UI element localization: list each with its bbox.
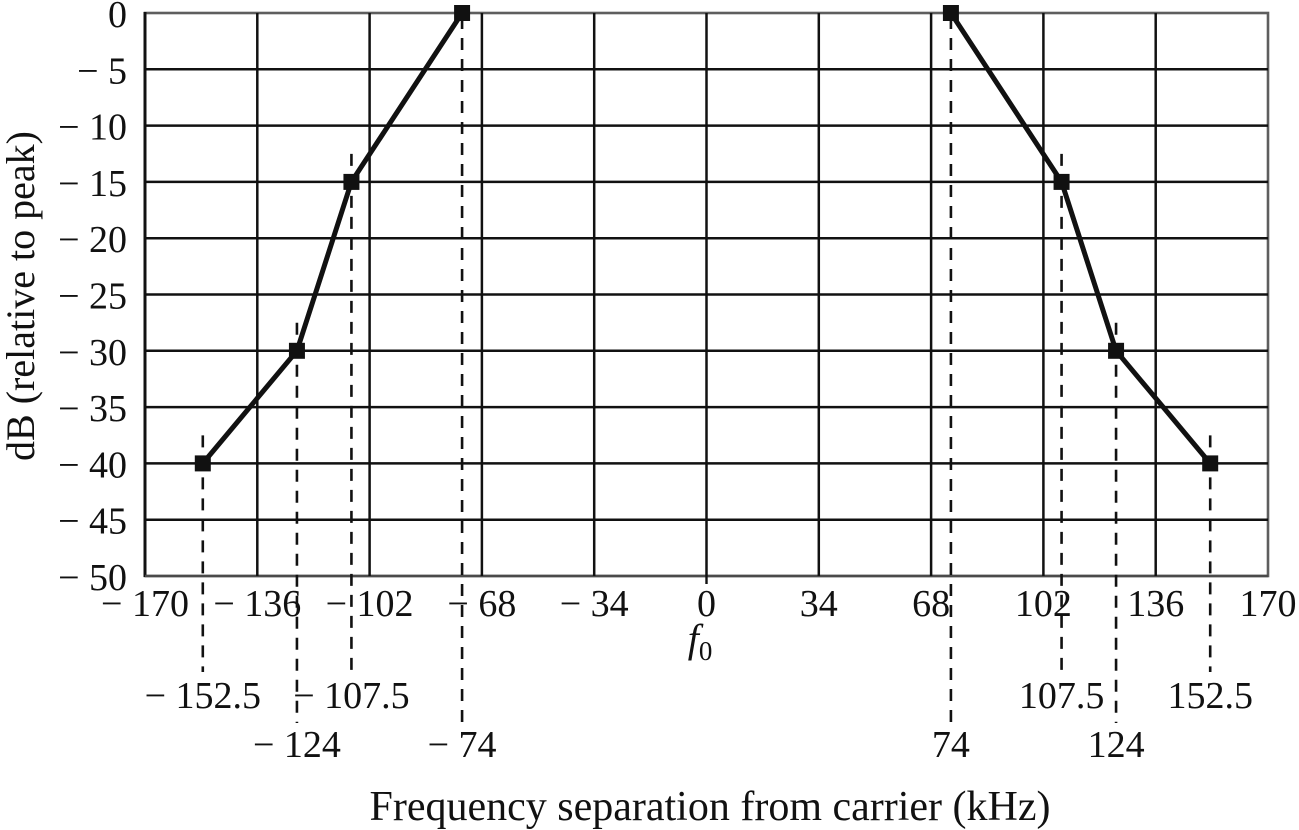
y-tick-label: − 25	[58, 276, 127, 318]
data-point-marker	[1202, 455, 1219, 472]
annotation-label: − 152.5	[145, 675, 261, 717]
annotation-dash-layer	[201, 17, 1212, 723]
x-tick-label: 0	[697, 583, 716, 625]
x-tick-label: − 102	[326, 583, 414, 625]
data-point-marker	[343, 173, 360, 190]
y-tick-label: − 30	[58, 332, 127, 374]
annotation-label: 124	[1088, 724, 1145, 766]
lower-sideband-mask-curve	[200, 11, 465, 466]
annotation-label: 152.5	[1167, 675, 1253, 717]
x-tick-label: − 170	[101, 583, 189, 625]
y-tick-label: − 35	[58, 388, 127, 430]
y-axis-title: dB (relative to peak)	[0, 131, 43, 461]
y-tick-label: − 15	[58, 163, 127, 205]
data-point-marker	[454, 5, 471, 21]
annotation-label: 74	[932, 724, 970, 766]
annotation-label: − 107.5	[293, 675, 409, 717]
data-point-marker	[942, 5, 959, 21]
upper-sideband-mask-curve	[948, 11, 1213, 466]
annotation-label: − 124	[253, 724, 341, 766]
data-point-marker	[194, 455, 211, 472]
y-tick-label: − 5	[77, 50, 127, 92]
x-tick-label: 170	[1240, 583, 1297, 625]
series-layer	[194, 5, 1219, 472]
x-tick-label: 34	[800, 583, 838, 625]
x-tick-label: 68	[912, 583, 950, 625]
data-point-marker	[288, 342, 305, 359]
x-tick-label: 102	[1015, 583, 1072, 625]
y-tick-label: − 50	[58, 557, 127, 599]
y-tick-label: 0	[108, 0, 127, 36]
grid-layer	[143, 11, 1270, 584]
annotation-label: − 74	[428, 724, 497, 766]
x-tick-label: − 34	[560, 583, 629, 625]
x-tick-label: 136	[1127, 583, 1184, 625]
y-tick-label: − 10	[58, 107, 127, 149]
annotation-label: 107.5	[1019, 675, 1105, 717]
y-tick-label: − 40	[58, 444, 127, 486]
x-axis-title: Frequency separation from carrier (kHz)	[369, 784, 1050, 830]
data-point-marker	[1108, 342, 1125, 359]
y-tick-label: − 45	[58, 501, 127, 543]
carrier-frequency-subscript: 0	[699, 636, 713, 666]
y-tick-label: − 20	[58, 219, 127, 261]
x-tick-label: − 68	[447, 583, 516, 625]
tick-label-layer: − 170 − 136 − 102 − 68 − 34 0 34 68 102 136 170 0 − …	[58, 0, 1296, 766]
x-tick-label: − 136	[213, 583, 301, 625]
data-point-marker	[1053, 173, 1070, 190]
